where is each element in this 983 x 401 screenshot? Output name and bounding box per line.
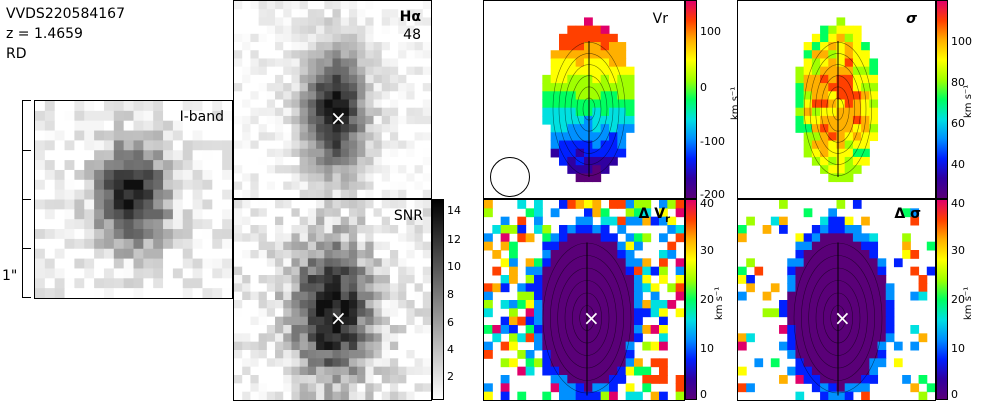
snr-panel: SNR × xyxy=(233,199,432,401)
dvr-label: Δ Vr xyxy=(639,206,670,225)
vr-tick: -100 xyxy=(700,135,725,148)
dsigma-map xyxy=(738,200,935,400)
snr-tick: 10 xyxy=(447,260,461,273)
iband-label: I-band xyxy=(179,109,224,125)
snr-tick: 2 xyxy=(447,370,454,383)
center-marker: × xyxy=(330,106,347,130)
dsigma-tick: 20 xyxy=(951,293,965,306)
vr-tick: -200 xyxy=(700,188,725,201)
iband-image xyxy=(35,101,232,298)
halpha-label: Hα xyxy=(399,9,421,25)
vr-colorbar xyxy=(685,0,697,199)
redshift-label: z = 1.4659 xyxy=(6,26,83,42)
dsigma-unit: km s⁻¹ xyxy=(963,286,974,320)
vr-label-text: Vr xyxy=(652,11,668,27)
vr-panel: Vr xyxy=(483,0,685,199)
snr-image xyxy=(234,200,431,400)
snr-tick: 12 xyxy=(447,233,461,246)
halpha-panel: Hα 48 × xyxy=(233,0,432,199)
halpha-image xyxy=(234,1,431,198)
center-marker: × xyxy=(330,306,347,330)
snr-tick: 6 xyxy=(447,316,454,329)
dvr-tick: 10 xyxy=(700,342,714,355)
dsigma-tick: 30 xyxy=(951,244,965,257)
beam-circle xyxy=(490,157,530,197)
dvr-tick: 20 xyxy=(700,293,714,306)
dvr-unit: km s⁻¹ xyxy=(714,286,725,320)
center-marker: × xyxy=(583,306,600,330)
iband-panel: I-band xyxy=(34,100,233,299)
dsigma-tick: 10 xyxy=(951,342,965,355)
sigma-tick: 60 xyxy=(951,117,965,130)
sigma-map xyxy=(795,17,879,183)
snr-tick: 14 xyxy=(447,204,461,217)
sigma-tick: 100 xyxy=(951,35,972,48)
dvr-colorbar xyxy=(685,199,697,400)
dvr-tick: 30 xyxy=(700,244,714,257)
dvr-tick: 0 xyxy=(700,388,707,401)
classification-label: RD xyxy=(6,46,27,62)
dsigma-tick: 40 xyxy=(951,197,965,210)
dsigma-label: Δ σ xyxy=(894,206,921,222)
sigma-colorbar xyxy=(936,0,948,199)
sigma-tick: 40 xyxy=(951,158,965,171)
vr-tick: 100 xyxy=(700,25,721,38)
snr-tick: 8 xyxy=(447,288,454,301)
sigma-panel: σ xyxy=(737,0,936,199)
center-marker: × xyxy=(834,306,851,330)
dsigma-colorbar xyxy=(936,199,948,400)
dvr-map xyxy=(484,200,684,400)
sigma-unit: km s⁻¹ xyxy=(963,84,974,118)
dsigma-panel: Δ σ × xyxy=(737,199,936,401)
dvr-tick: 40 xyxy=(700,197,714,210)
snr-tick: 4 xyxy=(447,343,454,356)
dvr-label-text: Δ V xyxy=(638,206,666,222)
sigma-tick: 80 xyxy=(951,76,965,89)
object-id: VVDS220584167 xyxy=(6,6,125,22)
sigma-label: σ xyxy=(906,11,917,27)
vr-map xyxy=(542,17,635,183)
dsigma-tick: 0 xyxy=(951,388,958,401)
vr-label: Vr xyxy=(653,11,668,27)
scale-label: 1" xyxy=(2,268,18,284)
snr-colorbar xyxy=(432,199,444,400)
vr-tick: 0 xyxy=(700,81,707,94)
dvr-panel: Δ Vr × xyxy=(483,199,685,401)
scale-bar xyxy=(22,100,33,298)
snr-label: SNR xyxy=(393,208,423,224)
dvr-label-sub: r xyxy=(665,213,670,225)
halpha-value: 48 xyxy=(403,27,421,43)
